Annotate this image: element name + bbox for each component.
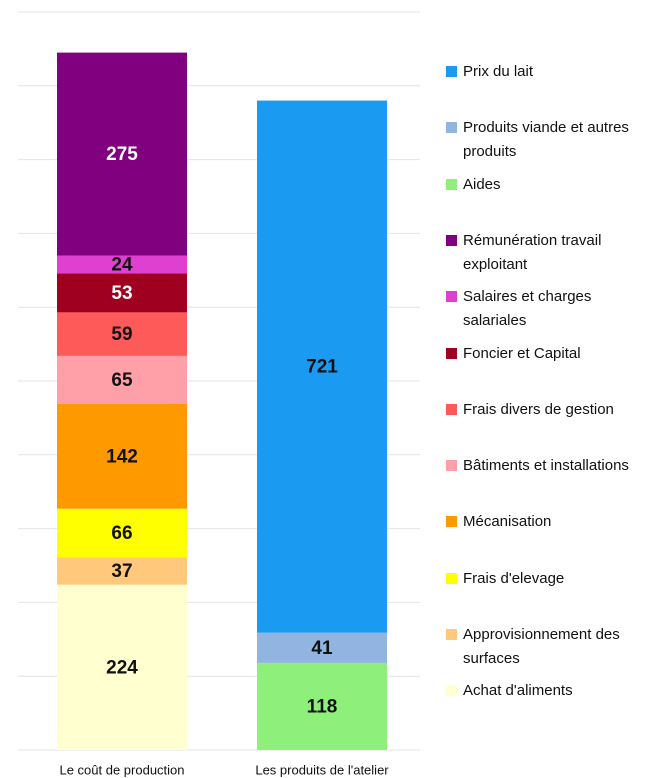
legend-swatch: [446, 685, 457, 697]
data-label: 224: [106, 657, 138, 678]
x-tick-label: Le coût de production: [59, 762, 184, 777]
legend-label: Prix du lait: [463, 63, 534, 80]
legend-label: Approvisionnement des surfaces: [463, 626, 620, 667]
legend-swatch: [446, 66, 457, 77]
legend-label: Bâtiments et installations: [463, 457, 629, 475]
legend-entry: Frais divers de gestion: [446, 398, 652, 422]
data-label: 66: [111, 523, 132, 544]
data-label: 721: [306, 357, 338, 378]
legend-entry: Produits viande et autres produits: [446, 116, 652, 164]
legend-entry: Approvisionnement des surfaces: [446, 623, 652, 671]
legend-swatch: [446, 291, 457, 303]
bar-segment: [257, 100, 387, 633]
legend-swatch: [446, 629, 457, 640]
bar-segment: [257, 632, 387, 663]
data-label: 37: [111, 561, 132, 582]
legend-swatch: [446, 572, 457, 584]
legend-label: Frais d'elevage: [463, 569, 565, 587]
legend-swatch: [446, 122, 457, 134]
legend-entry: Mécanisation: [446, 510, 652, 534]
legend-label: Rémunération travail exploitant: [463, 231, 602, 273]
data-label: 142: [106, 446, 138, 467]
data-label: 24: [111, 254, 133, 275]
legend-label: Achat d'aliments: [463, 682, 573, 700]
bar-segment: [257, 662, 387, 750]
data-label: 53: [111, 283, 132, 304]
legend-entry: Aides: [446, 173, 652, 197]
legend-label: Foncier et Capital: [463, 344, 581, 362]
legend-label: Salaires et charges salariales: [463, 288, 592, 330]
legend-swatch: [446, 403, 457, 415]
legend-entry: Achat d'aliments: [446, 679, 652, 703]
data-label: 275: [106, 144, 138, 165]
bar-segment: [57, 273, 187, 313]
legend-swatch: [446, 178, 457, 190]
legend-entry: Salaires et charges salariales: [446, 285, 652, 333]
legend-entry: Prix du lait: [446, 60, 652, 84]
legend-entry: Frais d'elevage: [446, 567, 652, 591]
legend-entry: Bâtiments et installations: [446, 454, 652, 478]
legend-label: Produits viande et autres produits: [463, 119, 629, 161]
legend-swatch: [446, 460, 457, 472]
bar-segment: [57, 355, 187, 404]
legend-swatch: [446, 516, 457, 528]
legend-swatch: [446, 234, 457, 246]
bar-segment: [57, 312, 187, 356]
data-label: 41: [311, 638, 333, 659]
legend-swatch: [446, 347, 457, 359]
bar-segment: [57, 52, 187, 256]
bar-segment: [57, 403, 187, 509]
legend-label: Mécanisation: [463, 513, 552, 531]
legend-entry: Rémunération travail exploitant: [446, 229, 652, 277]
x-tick-label: Les produits de l'atelier: [255, 762, 389, 777]
bar-segment: [57, 255, 187, 274]
data-label: 118: [307, 696, 338, 717]
legend-label: Aides: [463, 175, 501, 193]
bar-segment: [57, 584, 187, 750]
bar-segment: [57, 508, 187, 558]
data-label: 65: [111, 370, 133, 391]
legend-label: Frais divers de gestion: [463, 400, 614, 418]
data-label: 59: [111, 324, 132, 345]
legend-entry: Foncier et Capital: [446, 342, 652, 366]
bar-segment: [57, 557, 187, 585]
